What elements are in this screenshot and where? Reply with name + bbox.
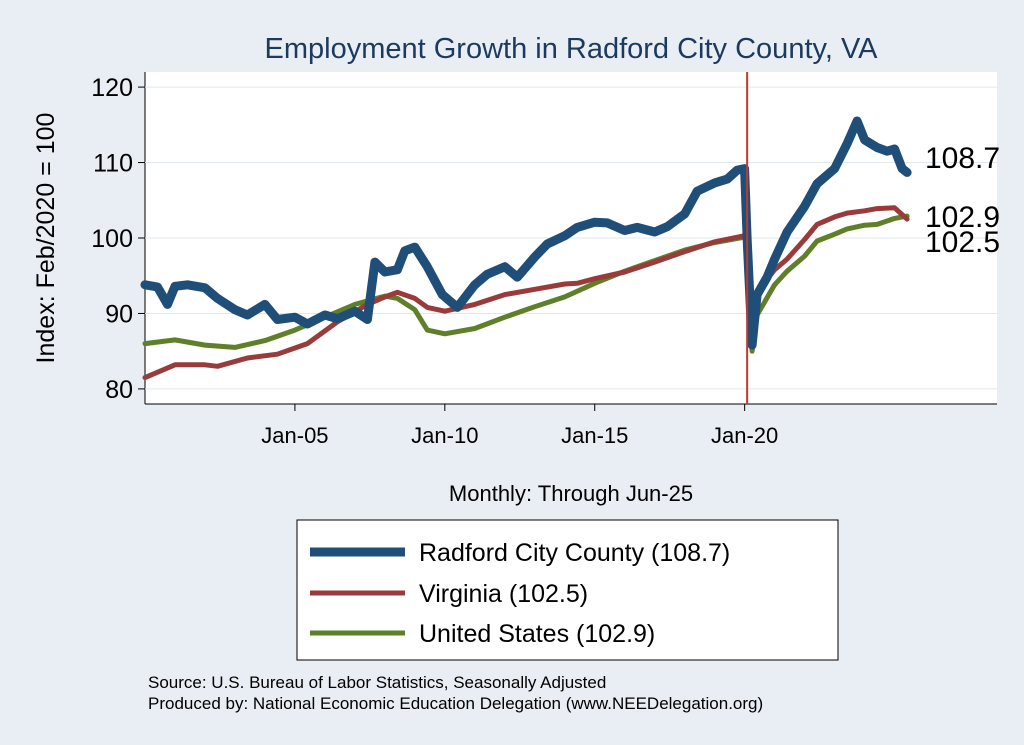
series-line-0 <box>140 116 912 350</box>
x-axis-label: Monthly: Through Jun-25 <box>449 481 693 506</box>
y-axis-label: Index: Feb/2020 = 100 <box>32 113 60 364</box>
end-value-label: 108.7 <box>925 142 1000 175</box>
gridlines <box>145 86 997 390</box>
y-tick-label: 120 <box>91 74 133 102</box>
x-tick-label: Jan-10 <box>411 423 478 448</box>
series-line-1 <box>142 205 910 381</box>
end-value-label: 102.5 <box>925 226 1000 259</box>
x-tick-label: Jan-05 <box>261 423 328 448</box>
legend-box <box>296 519 839 661</box>
x-axis-ticks: Jan-05 Jan-10 Jan-15 Jan-20 <box>261 404 778 448</box>
y-tick-label: 100 <box>91 225 133 253</box>
chart-title: Employment Growth in Radford City County… <box>265 33 879 65</box>
end-value-label: 102.9 <box>925 201 1000 234</box>
legend: Radford City County (108.7) Virginia (102… <box>296 519 839 661</box>
legend-label: United States (102.9) <box>419 620 655 648</box>
y-tick-label: 90 <box>105 300 133 328</box>
legend-label: Radford City County (108.7) <box>419 539 730 567</box>
y-tick-label: 110 <box>93 150 133 178</box>
legend-label: Virginia (102.5) <box>419 580 588 608</box>
y-tick-label: 80 <box>105 376 133 404</box>
x-tick-label: Jan-15 <box>561 423 628 448</box>
producer-note: Produced by: National Economic Education… <box>148 694 763 713</box>
series-lines <box>140 116 912 381</box>
y-axis-ticks: 80 90 100 110 120 <box>91 74 145 404</box>
x-tick-label: Jan-20 <box>711 423 778 448</box>
source-note: Source: U.S. Bureau of Labor Statistics,… <box>148 673 606 692</box>
